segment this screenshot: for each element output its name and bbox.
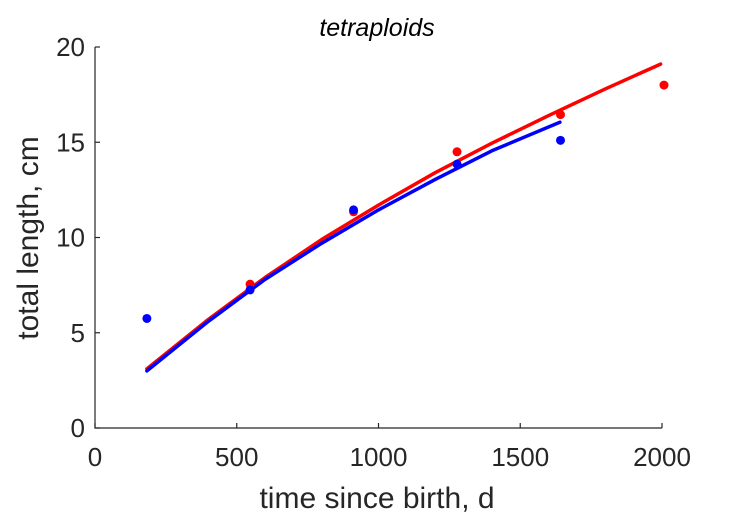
series-2-fit-line bbox=[145, 120, 562, 373]
x-tick-label: 2000 bbox=[633, 442, 691, 472]
plot-area bbox=[142, 62, 669, 373]
y-tick-label: 5 bbox=[71, 318, 85, 348]
x-tick-label: 0 bbox=[88, 442, 102, 472]
x-tick-label: 1500 bbox=[491, 442, 549, 472]
series-2-point bbox=[452, 159, 462, 169]
x-ticks: 0 500 1000 1500 2000 bbox=[88, 423, 691, 472]
chart-title: tetraploids bbox=[319, 14, 434, 42]
series-2-point bbox=[556, 135, 566, 145]
series-2-point bbox=[142, 313, 152, 323]
series-2-point bbox=[349, 205, 359, 215]
x-axis-label: time since birth, d bbox=[259, 482, 494, 515]
y-tick-label: 20 bbox=[56, 32, 85, 62]
y-tick-label: 15 bbox=[56, 127, 85, 157]
series-1-point bbox=[556, 110, 566, 120]
series-1-fit-line bbox=[145, 62, 663, 371]
axes: 0 500 1000 1500 2000 0 5 10 15 20 bbox=[56, 32, 691, 472]
y-tick-label: 0 bbox=[71, 413, 85, 443]
y-axis-label: total length, cm bbox=[12, 136, 45, 339]
series-2-point bbox=[245, 285, 255, 295]
x-tick-label: 500 bbox=[215, 442, 258, 472]
x-tick-label: 1000 bbox=[350, 442, 408, 472]
y-tick-label: 10 bbox=[56, 223, 85, 253]
y-ticks: 0 5 10 15 20 bbox=[56, 32, 100, 443]
series-1-point bbox=[659, 80, 669, 90]
series-1-point bbox=[452, 147, 462, 157]
